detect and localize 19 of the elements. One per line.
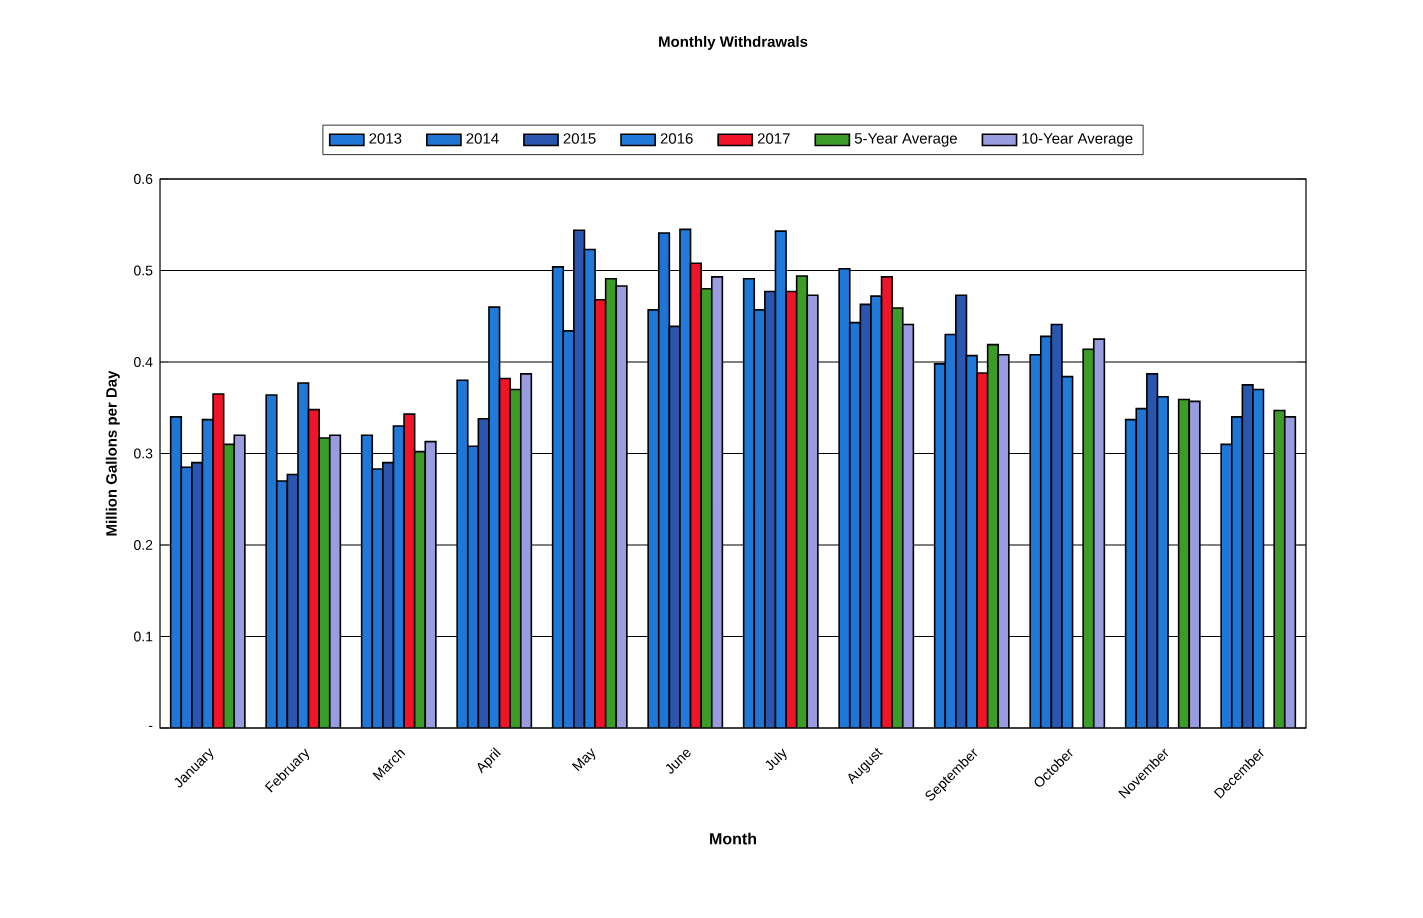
y-tick-label: 0.5: [134, 265, 153, 276]
y-tick-label: -: [148, 725, 153, 727]
chart-title: Monthly Withdrawals: [659, 35, 808, 50]
y-tick-label: 0.4: [134, 357, 153, 367]
y-tick-label: 0.6: [134, 174, 153, 184]
legend-label: 10-Year Average: [1022, 133, 1133, 147]
y-tick-label: 0.1: [134, 631, 153, 642]
x-tick-label: July: [765, 748, 787, 771]
x-axis-title: Month: [710, 832, 757, 845]
legend-label: 2016: [660, 133, 693, 144]
y-tick-label: 0.3: [134, 448, 153, 459]
legend-label: 2017: [757, 133, 790, 144]
x-tick-label: May: [571, 748, 596, 772]
legend-label: 2013: [369, 133, 402, 144]
y-tick-label: 0.2: [134, 540, 153, 550]
legend-label: 2014: [466, 133, 499, 144]
legend-label: 5-Year Average: [854, 133, 957, 147]
y-axis-title: Million Gallons per Day: [105, 370, 120, 536]
legend-label: 2015: [563, 133, 596, 144]
